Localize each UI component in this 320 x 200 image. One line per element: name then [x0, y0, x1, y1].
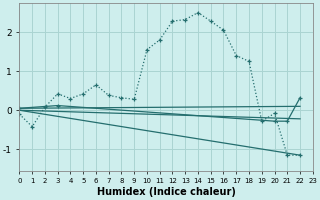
X-axis label: Humidex (Indice chaleur): Humidex (Indice chaleur) [97, 187, 236, 197]
